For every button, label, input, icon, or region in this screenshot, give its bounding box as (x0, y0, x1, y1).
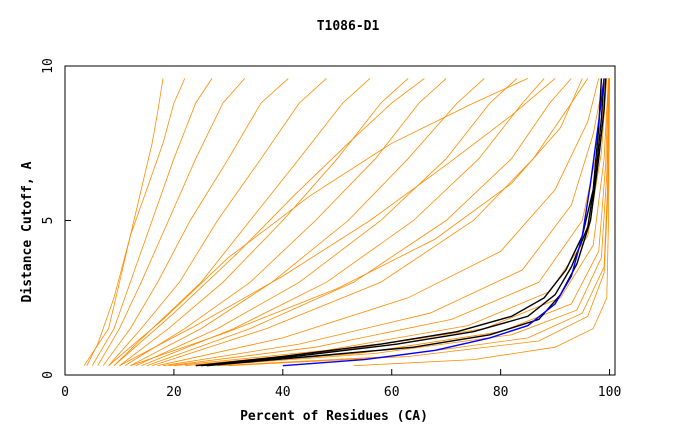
x-tick-label-1: 20 (166, 385, 182, 400)
x-tick-label-4: 80 (493, 385, 509, 400)
series-line-28 (195, 78, 603, 367)
series-line-11 (146, 78, 572, 367)
series-line-8 (130, 78, 485, 367)
series-line-3 (102, 78, 289, 366)
x-tick-label-0: 0 (61, 385, 69, 400)
tick-layer: 0 20 40 60 80 100 0 5 10 (41, 58, 621, 400)
series-line-13 (157, 78, 600, 367)
y-tick-label-0: 0 (41, 371, 56, 379)
series-line-29 (201, 78, 605, 367)
series-line-6 (119, 78, 409, 367)
series-line-30 (206, 78, 607, 367)
series-line-12 (151, 78, 589, 367)
series-layer (83, 78, 610, 367)
y-tick-label-2: 10 (41, 58, 56, 74)
series-line-10 (141, 78, 545, 367)
series-line-24 (108, 78, 529, 367)
chart-title: T1086-D1 (317, 19, 380, 34)
series-line-4 (108, 78, 327, 366)
series-line-27 (113, 78, 425, 367)
series-line-2 (97, 78, 245, 366)
series-line-21 (228, 78, 610, 367)
series-line-18 (195, 78, 609, 367)
series-line-31 (282, 78, 605, 367)
series-line-26 (130, 78, 583, 367)
series-line-19 (206, 78, 610, 367)
y-tick-label-1: 5 (41, 217, 56, 225)
series-line-9 (135, 78, 518, 367)
x-tick-label-2: 40 (275, 385, 291, 400)
series-line-0 (83, 78, 186, 366)
x-tick-label-3: 60 (384, 385, 400, 400)
series-line-23 (86, 78, 164, 366)
series-line-22 (353, 78, 610, 367)
x-axis-label: Percent of Residues (CA) (240, 409, 428, 424)
series-line-17 (184, 78, 609, 367)
series-line-14 (162, 78, 605, 367)
y-axis-label: Distance Cutoff, A (20, 161, 35, 302)
series-line-15 (168, 78, 608, 367)
series-line-20 (217, 78, 610, 367)
series-line-7 (124, 78, 447, 367)
plot-frame (64, 65, 616, 376)
x-tick-label-5: 100 (598, 385, 621, 400)
series-line-1 (91, 78, 213, 366)
series-line-25 (119, 78, 556, 367)
